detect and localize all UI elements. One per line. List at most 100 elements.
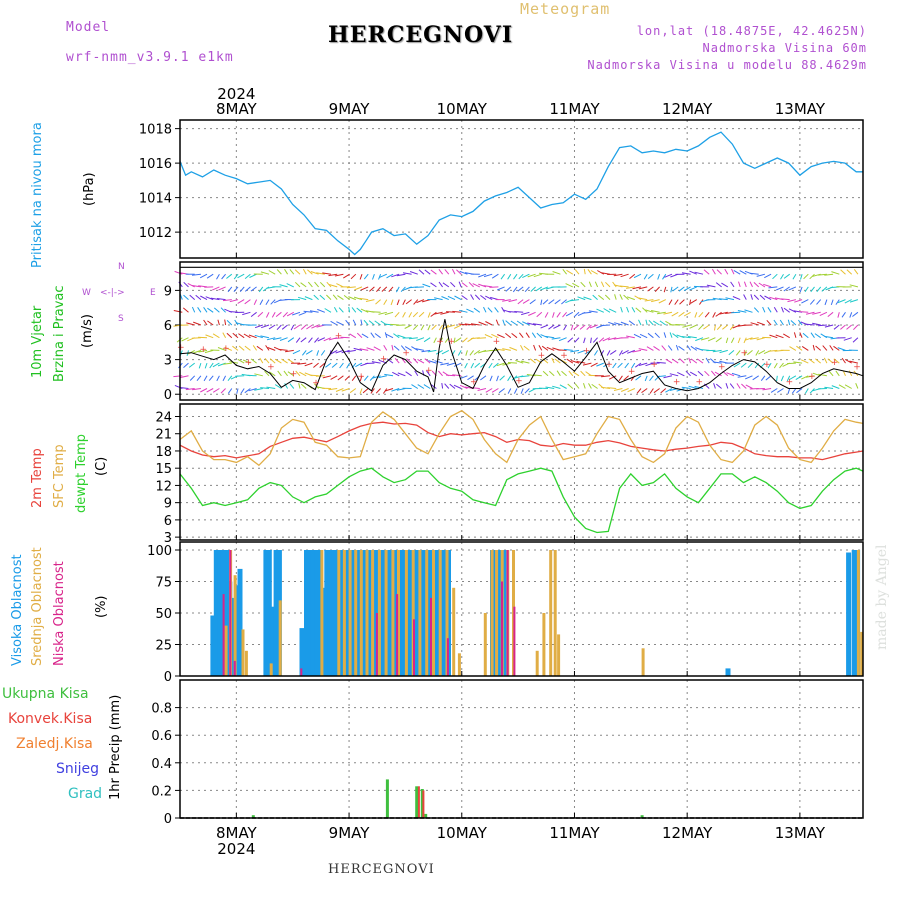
wind-barb [520,344,524,351]
wind-barb [618,375,623,382]
wind-barb [638,362,648,366]
wind-barb [705,357,710,364]
wind-barb [404,346,412,351]
wind-barb [623,294,629,300]
wind-barb [590,362,598,368]
wind-barb [266,337,276,341]
wind-barb [573,311,580,318]
wind-barb [440,311,449,315]
wind-barb [421,349,431,353]
wind-barb [259,299,264,305]
wind-barb [453,384,462,389]
wind-barb [276,269,282,275]
mid_cloud-bar [348,550,352,676]
wind-barb [408,337,418,340]
bottom-day-label: 8MAY [216,824,258,842]
wind-barb [570,324,574,331]
wind-barb [601,375,611,378]
wind-gust-marker: + [290,369,298,379]
mid_cloud-bar [457,653,461,676]
wind-barb [319,281,326,288]
wind-barb [330,375,338,380]
wind-barb [483,273,493,278]
wind-barb [816,299,822,305]
wind-barb [787,319,791,326]
wind-barb [470,294,475,300]
mid_cloud-bar [371,550,375,676]
wind-barb [638,286,648,290]
wind-barb [514,311,524,313]
total_precip-bar [424,813,428,818]
precip-y-tick-label: 0.8 [151,702,172,717]
wind-barb [631,362,636,369]
wind-barb [278,348,288,351]
mid_cloud-bar [860,631,864,676]
wind-barb [337,375,344,381]
wind-barb [559,384,567,389]
wind-barb [745,384,753,389]
wind-barb [729,324,735,331]
wind-barb [305,349,313,355]
wind-barb [573,324,580,330]
wind-barb [416,337,425,341]
wind-barb [417,358,425,364]
cloud-y-tick-label: 50 [155,607,172,622]
wind-barb [809,273,815,280]
wind-barb [192,285,201,288]
wind-barb [583,337,586,344]
wind-barb [737,337,741,344]
wind-barb [852,311,859,317]
wind-barb [732,324,741,329]
wind-barb [849,299,859,303]
wind-barb [281,358,288,364]
wind-barb [218,286,226,291]
wind-barb [446,374,456,377]
wind-barb [404,324,412,329]
wind-barb [478,321,487,326]
high_cloud-bar [388,550,394,676]
cloud-y-tick-label: 75 [155,576,172,591]
wind-gust-marker: + [515,376,523,386]
wind-barb [563,348,573,351]
wind-barb [224,346,232,351]
wind-barb [363,273,369,280]
wind-barb [413,299,419,305]
wind-barb [359,297,369,301]
wind-gust-marker: + [425,366,433,376]
wind-barb [394,357,400,364]
high_cloud-bar [344,550,350,676]
wind-barb [678,345,685,351]
wind-barb [173,310,183,313]
wind-barb [384,332,388,338]
wind-barb [324,308,332,313]
wind-barb [566,269,574,275]
wind-barb [183,362,189,368]
wind-barb [335,388,344,392]
mid_cloud-bar [438,550,442,676]
wind-barb [384,388,394,392]
wind-barb [308,337,313,343]
wind-barb [545,335,555,339]
wind-barb [447,295,456,301]
wind-barb [788,308,797,313]
wind-barb [207,307,214,313]
wind-barb [254,373,263,377]
mid_cloud-bar [445,550,449,676]
wind-barb [746,350,753,356]
wind-barb [545,386,555,389]
wind-barb [216,375,220,382]
wind-barb [287,358,295,364]
wind-barb [586,324,592,330]
wind-barb [391,344,394,351]
wind-barb [395,286,400,293]
wind-barb [824,335,834,339]
wind-barb [265,312,270,318]
wind-barb [647,332,654,339]
temperature-panel-frame [179,403,864,541]
wind-barb [712,297,722,301]
wind-barb [279,337,288,341]
wind-barb [268,270,276,275]
wind-barb [393,345,400,351]
wind-barb [646,346,654,351]
wind-barb [183,294,189,300]
